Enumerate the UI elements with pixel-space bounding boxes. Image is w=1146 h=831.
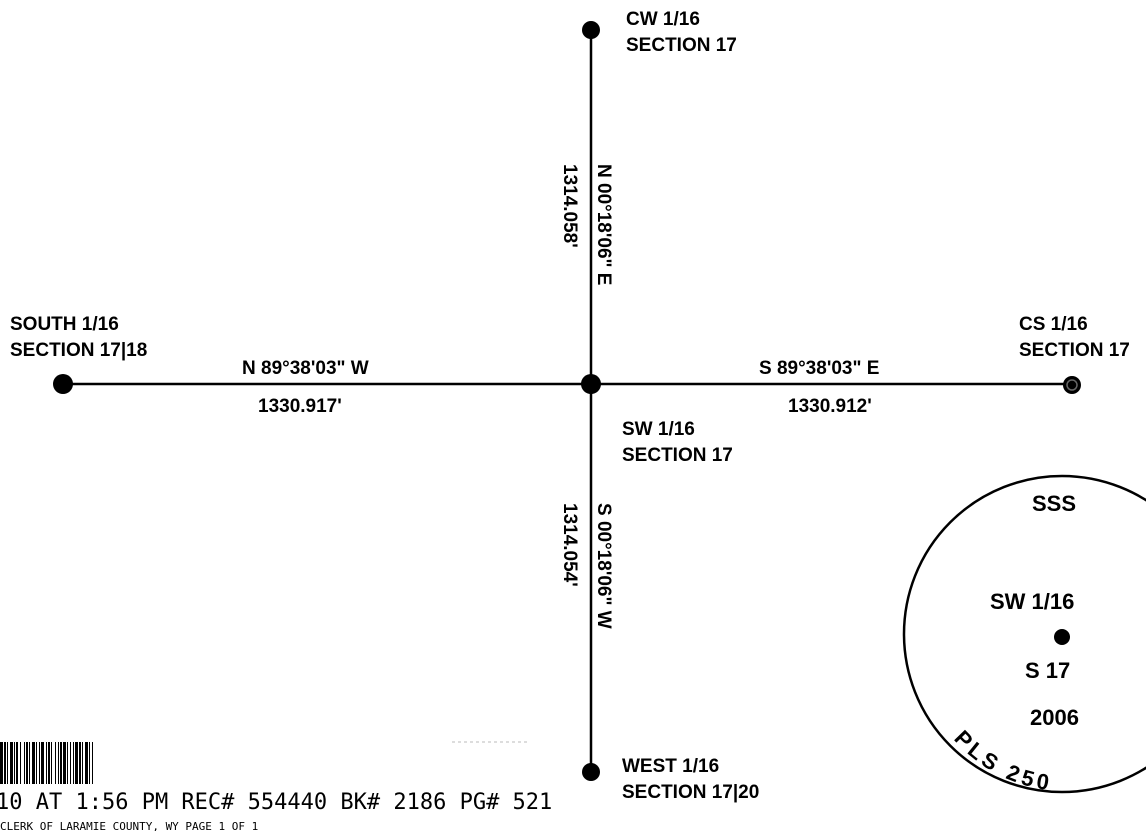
barcode-bar	[58, 742, 59, 784]
north-monument	[582, 21, 600, 39]
barcode	[0, 742, 93, 784]
barcode-bar	[41, 742, 44, 784]
east-line-bearing: S 89°38'03" E	[759, 358, 879, 379]
barcode-bar	[24, 742, 25, 784]
barcode-bar	[89, 742, 90, 784]
barcode-bar	[73, 742, 74, 784]
barcode-bar	[26, 742, 28, 784]
east-line-distance: 1330.912'	[788, 396, 872, 417]
barcode-bar	[32, 742, 35, 784]
center-corner-line1: SW 1/16	[622, 419, 695, 440]
west-line-distance: 1330.917'	[258, 396, 342, 417]
barcode-bar	[67, 742, 68, 784]
barcode-bar	[36, 742, 37, 784]
barcode-bar	[10, 742, 13, 784]
north-line-bearing: N 00°18'06" E	[593, 164, 614, 285]
center-corner-line2: SECTION 17	[622, 445, 733, 466]
center-monument	[581, 374, 601, 394]
seal-center-dot	[1054, 629, 1070, 645]
barcode-bar	[79, 742, 81, 784]
north-corner-line2: SECTION 17	[626, 35, 737, 56]
east-monument	[1063, 376, 1081, 394]
barcode-bar	[82, 742, 83, 784]
recording-stamp-line1: 10 AT 1:56 PM REC# 554440 BK# 2186 PG# 5…	[0, 790, 552, 815]
barcode-bar	[85, 742, 88, 784]
barcode-bar	[70, 742, 71, 784]
barcode-bar	[4, 742, 6, 784]
seal-section-text: S 17	[1025, 658, 1070, 683]
seal-corner-text: SW 1/16	[990, 589, 1074, 614]
west-corner-line1: SOUTH 1/16	[10, 314, 119, 335]
south-corner-line2: SECTION 17|20	[622, 782, 759, 803]
seal-year-text: 2006	[1030, 705, 1079, 730]
east-corner-line1: CS 1/16	[1019, 314, 1088, 335]
north-line-distance: 1314.058'	[559, 164, 580, 248]
barcode-bar	[75, 742, 78, 784]
barcode-bar	[46, 742, 47, 784]
seal-top-text: SSS	[1032, 491, 1076, 516]
barcode-bar	[48, 742, 50, 784]
monument-cap-seal: SSS SW 1/16 S 17 2006 PLS 250	[902, 474, 1146, 796]
recording-stamp-line2: CLERK OF LARAMIE COUNTY, WY PAGE 1 OF 1	[0, 820, 258, 831]
east-corner-line2: SECTION 17	[1019, 340, 1130, 361]
west-monument	[53, 374, 73, 394]
west-line-bearing: N 89°38'03" W	[242, 358, 369, 379]
north-corner-line1: CW 1/16	[626, 9, 700, 30]
south-corner-line1: WEST 1/16	[622, 756, 719, 777]
barcode-bar	[51, 742, 52, 784]
barcode-bar	[60, 742, 62, 784]
barcode-bar	[63, 742, 66, 784]
barcode-bar	[16, 742, 18, 784]
barcode-bar	[7, 742, 8, 784]
barcode-bar	[29, 742, 30, 784]
south-monument	[582, 763, 600, 781]
west-corner-line2: SECTION 17|18	[10, 340, 147, 361]
barcode-bar	[20, 742, 21, 784]
barcode-bar	[14, 742, 15, 784]
barcode-bar	[55, 742, 56, 784]
barcode-bar	[92, 742, 93, 784]
barcode-bar	[0, 742, 3, 784]
south-line-bearing: S 00°18'06" W	[593, 503, 614, 629]
barcode-bar	[39, 742, 40, 784]
south-line-distance: 1314.054'	[559, 503, 580, 587]
